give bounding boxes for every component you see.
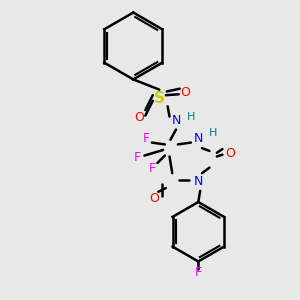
Text: N: N (194, 132, 203, 146)
Text: O: O (225, 147, 235, 160)
Text: F: F (195, 266, 202, 279)
Text: O: O (180, 86, 190, 99)
Text: H: H (209, 128, 217, 138)
Text: F: F (148, 162, 155, 175)
Text: O: O (149, 192, 159, 205)
Text: O: O (134, 111, 144, 124)
Text: F: F (143, 132, 150, 146)
Text: F: F (134, 151, 141, 164)
Text: H: H (187, 112, 195, 122)
Text: N: N (194, 175, 203, 188)
Text: S: S (154, 92, 165, 106)
Text: N: N (171, 114, 181, 127)
